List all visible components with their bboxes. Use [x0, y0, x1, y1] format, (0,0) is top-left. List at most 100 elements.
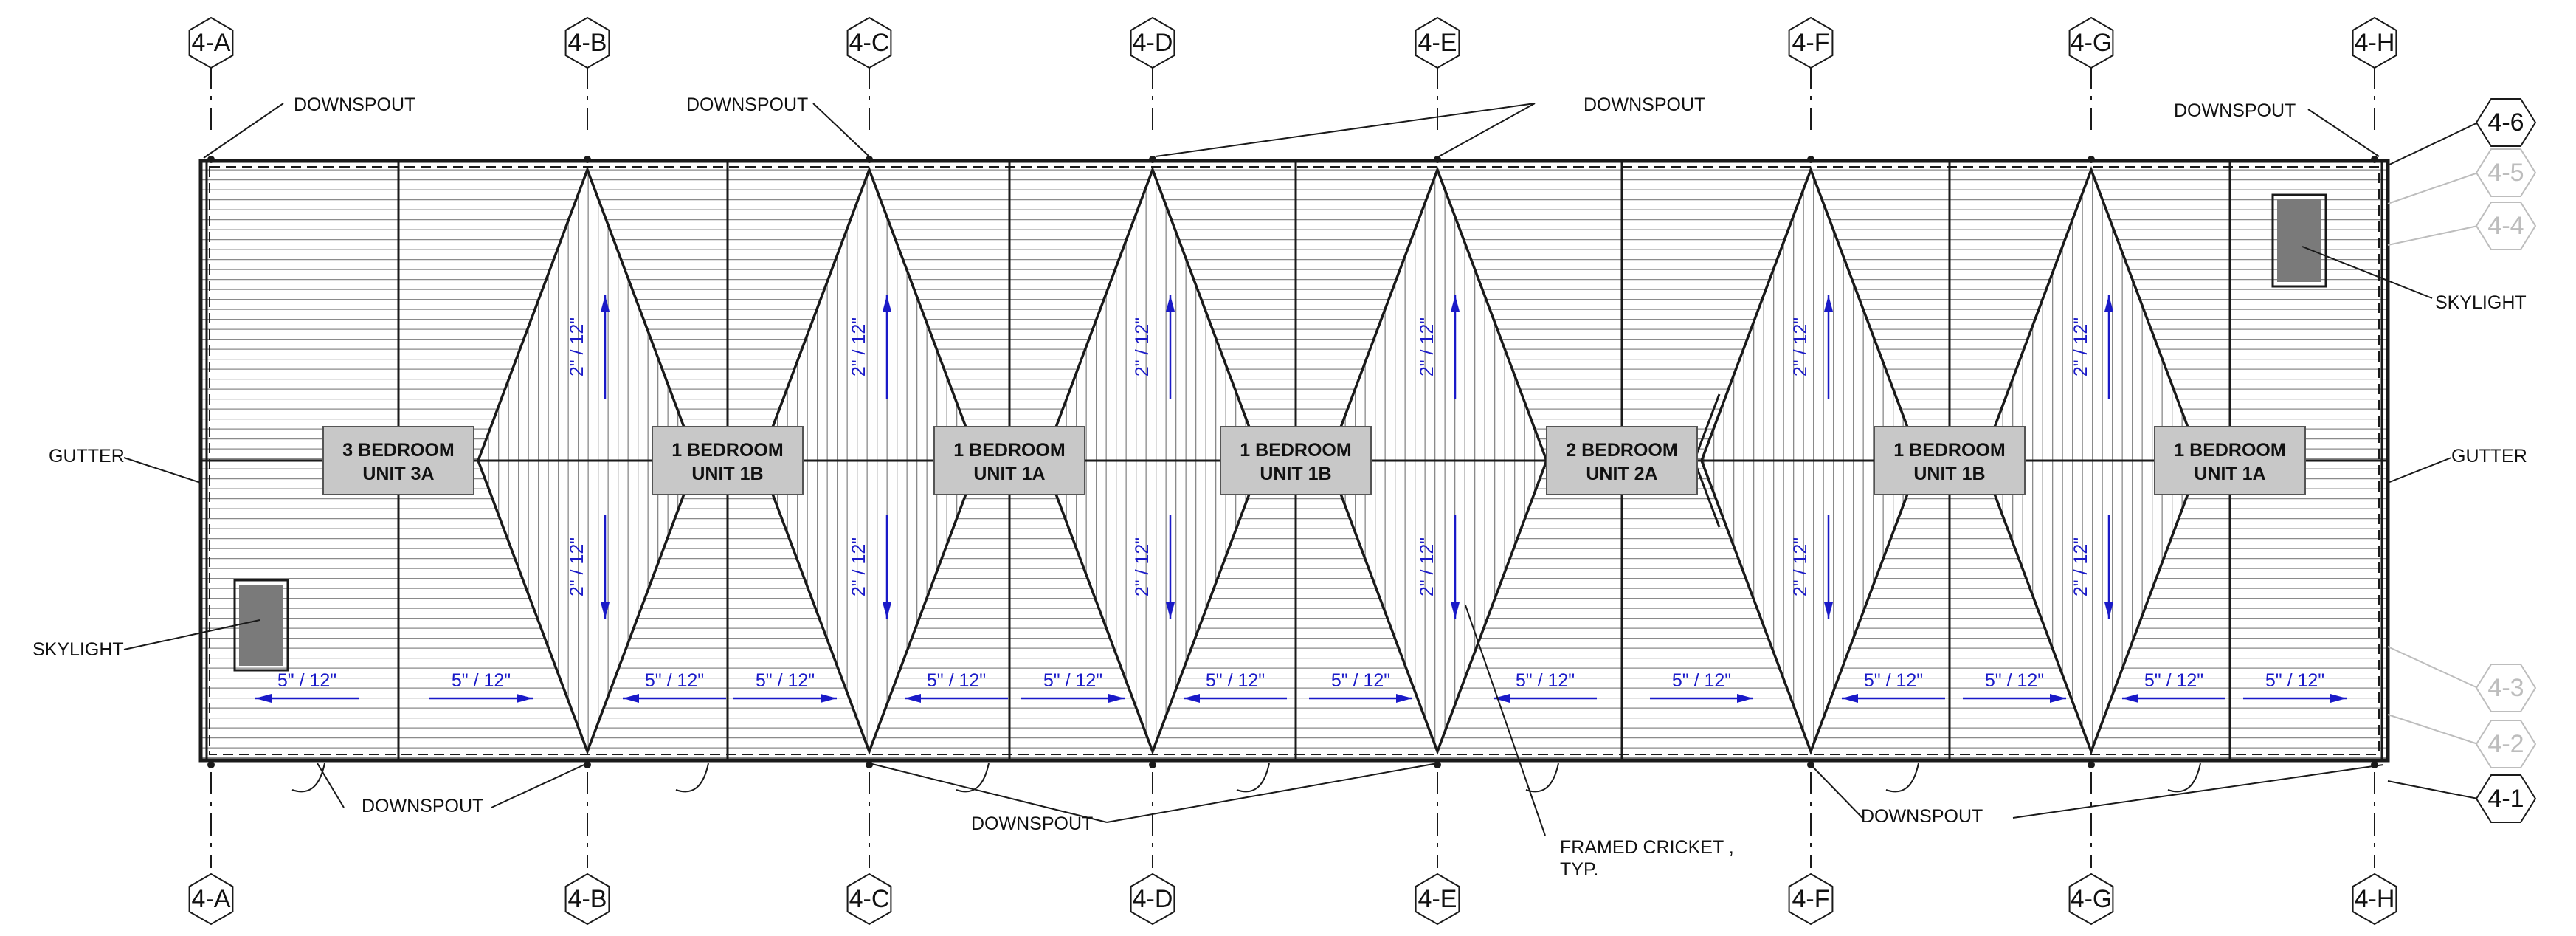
grid-bubble-4-d-bottom: 4-D — [1130, 873, 1175, 926]
note-gutter-left: GUTTER — [49, 446, 125, 467]
roof-slope-label: 5" / 12" — [452, 670, 511, 691]
downspout-marker — [1149, 761, 1156, 768]
cricket-slope-arrow: 2" / 12" — [1790, 295, 1833, 399]
grid-bubble-label: 4-B — [568, 885, 607, 913]
grid-bubble-4-f-top: 4-F — [1788, 16, 1834, 69]
row-bubble-4-3: 4-3 — [2387, 646, 2537, 712]
unit-name-line1: 1 BEDROOM — [1893, 440, 2005, 461]
roof-slope-arrow: 5" / 12" — [1021, 670, 1125, 703]
downspout-marker — [207, 156, 215, 163]
roof-slope-label: 5" / 12" — [1672, 670, 1731, 691]
roof-slope-arrow: 5" / 12" — [255, 670, 359, 703]
roof-slope-label: 5" / 12" — [927, 670, 986, 691]
grid-bubble-4-d-top: 4-D — [1130, 16, 1175, 69]
row-bubble-4-5: 4-5 — [2387, 148, 2537, 204]
grid-bubble-4-a-bottom: 4-A — [188, 873, 234, 926]
cricket-slope-label: 2" / 12" — [1790, 537, 1811, 596]
roof-slope-arrow: 5" / 12" — [2122, 670, 2225, 703]
cricket-slope-arrow: 2" / 12" — [567, 515, 610, 619]
roof-slope-label: 5" / 12" — [756, 670, 815, 691]
grid-bubble-label: 4-E — [1418, 885, 1457, 913]
grid-bubble-label: 4-D — [1133, 29, 1173, 57]
cricket-slope-label: 2" / 12" — [1790, 317, 1811, 376]
cricket-slope-label: 2" / 12" — [567, 317, 587, 376]
unit-name-line2: UNIT 1A — [973, 464, 1045, 484]
unit-name-line1: 1 BEDROOM — [671, 440, 783, 461]
grid-lines: 4-A 4-A 4-B 4-B 4-C 4-C 4-D 4-D 4-E 4-E 4-F 4-F 4-G 4… — [188, 16, 2397, 926]
door-swing — [956, 763, 990, 793]
grid-bubble-4-e-bottom: 4-E — [1415, 873, 1460, 926]
cricket-slope-arrow: 2" / 12" — [2071, 295, 2113, 399]
downspout-marker — [1149, 156, 1156, 163]
row-grid-bubbles: 4-6 4-5 4-4 4-3 4-2 4-1 — [2387, 98, 2537, 823]
roof-slope-arrow: 5" / 12" — [623, 670, 726, 703]
roof-slope-label: 5" / 12" — [1864, 670, 1923, 691]
roof-slope-arrow: 5" / 12" — [1184, 670, 1287, 703]
cricket-slope-arrow: 2" / 12" — [567, 295, 610, 399]
note-downspout-5: DOWNSPOUT — [362, 796, 483, 816]
grid-bubble-label: 4-C — [849, 885, 890, 913]
grid-bubble-label: 4-A — [192, 29, 231, 57]
door-swing — [291, 763, 325, 793]
downspout-marker — [1807, 156, 1814, 163]
cricket-slope-label: 2" / 12" — [1417, 537, 1437, 596]
unit-label-box: 1 BEDROOM UNIT 1B — [652, 426, 804, 495]
row-bubble-label: 4-6 — [2487, 109, 2524, 137]
cricket-slope-label: 2" / 12" — [1132, 537, 1153, 596]
roof-slope-label: 5" / 12" — [277, 670, 336, 691]
unit-label-box: 1 BEDROOM UNIT 1B — [1874, 426, 2026, 495]
roof-slope-arrow: 5" / 12" — [1963, 670, 2066, 703]
cricket-slope-arrow: 2" / 12" — [849, 515, 891, 619]
roof-slope-label: 5" / 12" — [1331, 670, 1390, 691]
grid-bubble-4-h-bottom: 4-H — [2352, 873, 2397, 926]
note-downspout-4: DOWNSPOUT — [2174, 100, 2296, 121]
roof-slope-arrow: 5" / 12" — [733, 670, 837, 703]
door-swing — [675, 763, 709, 793]
unit-label-box: 1 BEDROOM UNIT 1A — [933, 426, 1085, 495]
unit-label-box: 1 BEDROOM UNIT 1A — [2154, 426, 2306, 495]
unit-name-line2: UNIT 3A — [362, 464, 434, 484]
roof-slope-arrow: 5" / 12" — [2243, 670, 2347, 703]
downspout-marker — [866, 761, 873, 768]
unit-name-line1: 1 BEDROOM — [953, 440, 1065, 461]
grid-bubble-label: 4-G — [2071, 29, 2113, 57]
roof-slope-label: 5" / 12" — [1043, 670, 1102, 691]
grid-bubble-4-e-top: 4-E — [1415, 16, 1460, 69]
unit-labels: 3 BEDROOM UNIT 3A 1 BEDROOM UNIT 1B 1 BEDROO… — [322, 426, 2306, 495]
unit-name-line1: 2 BEDROOM — [1566, 440, 1677, 461]
downspout-marker — [2088, 761, 2095, 768]
roof-slope-arrow: 5" / 12" — [429, 670, 533, 703]
grid-bubble-label: 4-H — [2355, 29, 2395, 57]
downspout-marker — [2371, 156, 2378, 163]
note-downspout-6: DOWNSPOUT — [971, 813, 1093, 834]
row-bubble-label: 4-5 — [2487, 159, 2524, 187]
slope-arrows: 5" / 12" 5" / 12" 5" / 12" 5" / 12" 5" / 12"… — [255, 295, 2347, 703]
cricket-slope-label: 2" / 12" — [1132, 317, 1153, 376]
cricket-slope-label: 2" / 12" — [567, 537, 587, 596]
note-cricket-line1: FRAMED CRICKET , — [1560, 837, 1734, 858]
note-downspout-2: DOWNSPOUT — [686, 94, 808, 115]
unit-name-line1: 3 BEDROOM — [342, 440, 454, 461]
grid-bubble-4-c-top: 4-C — [846, 16, 892, 69]
skylight-left — [233, 579, 289, 672]
unit-name-line2: UNIT 1B — [1913, 464, 1985, 484]
grid-bubble-label: 4-H — [2355, 885, 2395, 913]
row-bubble-label: 4-3 — [2487, 674, 2524, 702]
downspout-marker — [866, 156, 873, 163]
note-gutter-right: GUTTER — [2451, 446, 2527, 467]
grid-bubble-4-f-bottom: 4-F — [1788, 873, 1834, 926]
cricket-slope-arrow: 2" / 12" — [849, 295, 891, 399]
roof-slope-arrow: 5" / 12" — [1309, 670, 1412, 703]
downspout-marker — [207, 761, 215, 768]
roof-slope-arrow: 5" / 12" — [1494, 670, 1597, 703]
unit-label-box: 1 BEDROOM UNIT 1B — [1220, 426, 1372, 495]
grid-bubble-4-b-bottom: 4-B — [564, 873, 610, 926]
grid-bubble-label: 4-A — [192, 885, 231, 913]
downspout-marker — [2088, 156, 2095, 163]
unit-name-line2: UNIT 1B — [691, 464, 763, 484]
grid-bubble-label: 4-E — [1418, 29, 1457, 57]
downspout-marker — [2371, 761, 2378, 768]
note-cricket-line2: TYP. — [1560, 859, 1598, 880]
cricket-slope-label: 2" / 12" — [2071, 317, 2091, 376]
